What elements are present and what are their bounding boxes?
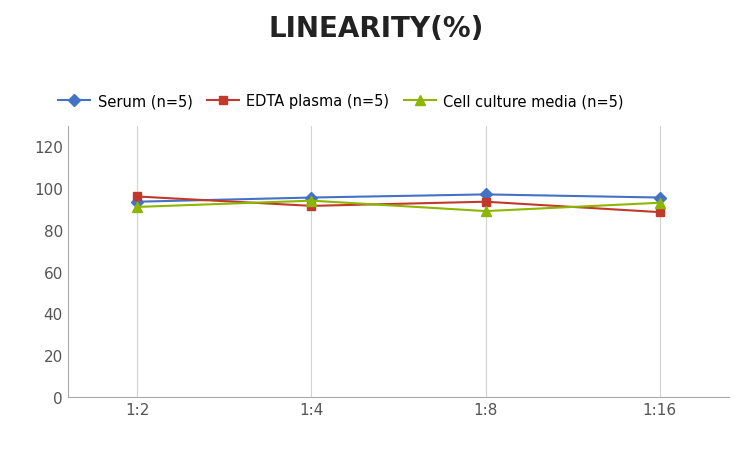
Cell culture media (n=5) <box>307 198 316 204</box>
EDTA plasma (n=5) <box>307 204 316 209</box>
Line: Serum (n=5): Serum (n=5) <box>133 191 664 207</box>
Line: EDTA plasma (n=5): EDTA plasma (n=5) <box>133 193 664 217</box>
Cell culture media (n=5) <box>655 201 664 206</box>
Serum (n=5) <box>655 195 664 201</box>
Serum (n=5) <box>307 195 316 201</box>
Cell culture media (n=5) <box>481 209 490 214</box>
Serum (n=5) <box>133 199 142 205</box>
Legend: Serum (n=5), EDTA plasma (n=5), Cell culture media (n=5): Serum (n=5), EDTA plasma (n=5), Cell cul… <box>53 88 629 115</box>
EDTA plasma (n=5) <box>655 210 664 216</box>
Serum (n=5) <box>481 192 490 198</box>
Line: Cell culture media (n=5): Cell culture media (n=5) <box>132 196 665 216</box>
EDTA plasma (n=5) <box>133 194 142 200</box>
Text: LINEARITY(%): LINEARITY(%) <box>268 15 484 43</box>
Cell culture media (n=5) <box>133 205 142 210</box>
EDTA plasma (n=5) <box>481 199 490 205</box>
